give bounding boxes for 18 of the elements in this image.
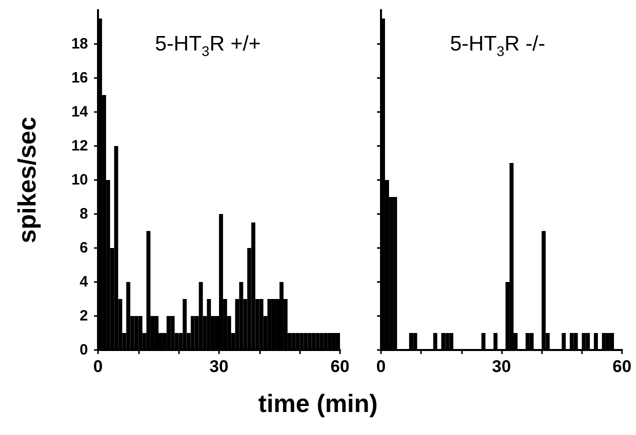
y-tick-label: 4	[80, 274, 89, 290]
y-axis-title: spikes/sec	[14, 116, 42, 244]
y-tick-label: 18	[71, 36, 88, 52]
y-tick-label: 0	[80, 342, 88, 358]
y-tick-label: 14	[71, 104, 89, 120]
x-tick-label: 30	[492, 357, 511, 376]
y-tick-label: 10	[71, 172, 88, 188]
x-axis-title: time (min)	[257, 390, 379, 419]
x-tick-label: 30	[210, 357, 228, 376]
x-tick-label: 0	[376, 357, 386, 376]
x-tick-label: 60	[612, 357, 632, 376]
y-tick-label: 8	[80, 206, 88, 222]
x-tick-label: 60	[330, 357, 350, 376]
y-tick-label: 12	[71, 138, 88, 154]
y-tick-label: 2	[80, 308, 88, 324]
x-tick-label: 0	[93, 357, 103, 376]
y-tick-label: 16	[71, 70, 88, 86]
y-tick-label: 6	[80, 240, 88, 256]
